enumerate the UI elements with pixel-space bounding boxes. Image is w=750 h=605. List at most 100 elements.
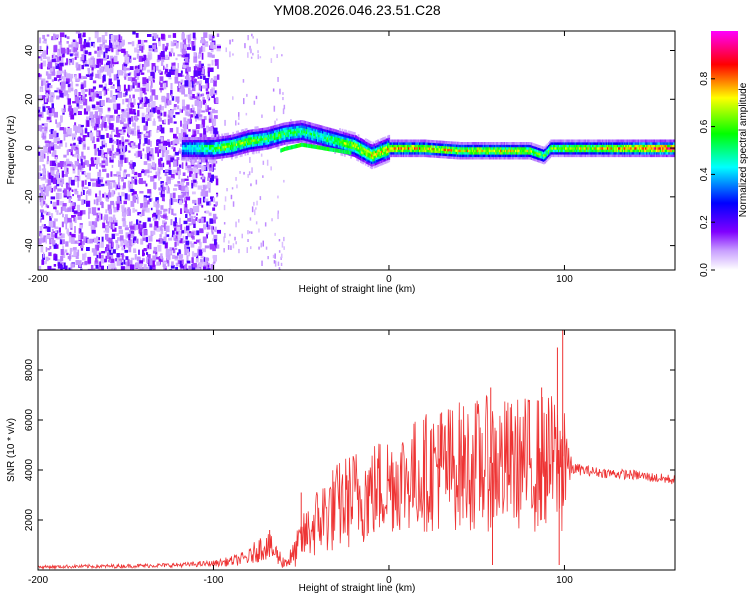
- spectrogram-cell: [287, 131, 290, 135]
- spectrogram-cell: [150, 176, 155, 182]
- spectrogram-cell: [304, 123, 307, 127]
- spectrogram-cell: [149, 95, 153, 103]
- spectrogram-cell: [148, 45, 152, 48]
- spectrogram-cell: [50, 200, 52, 204]
- spectrogram-cell: [249, 48, 252, 54]
- spectrogram-cell: [419, 139, 421, 143]
- spectrogram-cell: [470, 142, 473, 145]
- spectrogram-cell: [436, 147, 438, 151]
- spectrogram-cell: [321, 142, 324, 146]
- spectrogram-cell: [164, 170, 168, 177]
- spectrogram-cell: [391, 151, 394, 155]
- spectrogram-cell: [223, 152, 226, 156]
- spectrogram-cell: [391, 139, 394, 143]
- spectrogram-cell: [487, 149, 490, 153]
- spectrogram-cell: [184, 200, 187, 208]
- spectrogram-cell: [164, 268, 167, 270]
- spectrogram-cell: [69, 247, 73, 252]
- spectrogram-cell: [490, 149, 492, 153]
- spectrogram-cell: [287, 126, 290, 130]
- spectrogram-cell: [280, 142, 282, 146]
- spectrogram-cell: [38, 165, 41, 172]
- spectrogram-cell: [197, 149, 200, 153]
- spectrogram-cell: [51, 228, 54, 232]
- spectrogram-cell: [269, 136, 271, 140]
- spectrogram-cell: [265, 144, 268, 148]
- spectrogram-cell: [473, 142, 475, 145]
- spectrogram-cell: [193, 142, 195, 145]
- spectrogram-cell: [92, 223, 95, 228]
- spectrogram-cell: [379, 158, 382, 161]
- spectrogram-cell: [366, 151, 368, 155]
- spectrogram-cell: [191, 135, 195, 139]
- spectrogram-cell: [353, 142, 356, 145]
- spectrogram-cell: [285, 134, 287, 138]
- spectrogram-cell: [47, 179, 52, 186]
- spectrogram-cell: [170, 111, 173, 118]
- spectrogram-cell: [148, 262, 150, 267]
- spectrogram-cell: [45, 203, 48, 208]
- spectrogram-cell: [298, 120, 301, 124]
- spectrogram-cell: [484, 151, 486, 155]
- spectrogram-cell: [134, 254, 137, 260]
- spectrogram-cell: [221, 136, 223, 139]
- spectrogram-cell: [331, 138, 334, 142]
- spectrogram-cell: [229, 39, 231, 45]
- spectrogram-cell: [155, 206, 159, 210]
- spectrogram-cell: [128, 117, 131, 125]
- spectrogram-cell: [133, 79, 138, 86]
- spectrogram-cell: [240, 141, 243, 145]
- spectrogram-cell: [193, 56, 198, 63]
- spectrogram-cell: [213, 139, 216, 143]
- spectrogram-cell: [481, 156, 484, 160]
- spectrogram-cell: [103, 90, 106, 96]
- spectrogram-cell: [173, 188, 178, 191]
- spectrogram-cell: [49, 134, 54, 139]
- spectrogram-cell: [457, 141, 459, 145]
- spectrogram-cell: [280, 138, 282, 141]
- spectrogram-cell: [68, 73, 74, 79]
- spectrogram-cell: [45, 90, 50, 95]
- spectrogram-cell: [419, 142, 421, 145]
- spectrogram-cell: [68, 197, 72, 203]
- spectrogram-cell: [441, 155, 443, 159]
- spectrogram-cell: [229, 51, 231, 58]
- spectrogram-cell: [202, 151, 205, 155]
- spectrogram-cell: [477, 149, 480, 153]
- spectrogram-cell: [446, 143, 448, 147]
- spectrogram-cell: [465, 149, 468, 153]
- spectrogram-cell: [138, 249, 140, 255]
- spectrogram-cell: [167, 100, 172, 105]
- spectrogram-cell: [74, 41, 79, 48]
- spectrogram-cell: [76, 65, 79, 71]
- spectrogram-cell: [437, 152, 440, 156]
- spectrogram-cell: [259, 138, 262, 141]
- spectrogram-cell: [290, 141, 292, 144]
- spectrogram-cell: [108, 216, 112, 223]
- spectrogram-cell: [430, 154, 432, 158]
- spectrogram-cell: [353, 137, 356, 140]
- spectrogram-cell: [43, 150, 48, 153]
- spectrogram-cell: [162, 120, 165, 124]
- spectrogram-cell: [337, 142, 340, 146]
- spectrogram-cell: [399, 154, 402, 158]
- spectrogram-cell: [57, 79, 60, 82]
- spectrogram-cell: [406, 144, 409, 148]
- spectrogram-cell: [118, 182, 120, 188]
- spectrogram-cell: [369, 148, 372, 152]
- spectrogram-cell: [82, 141, 86, 146]
- spectrogram-cell: [299, 120, 302, 124]
- spectrogram-cell: [296, 125, 298, 129]
- spectrogram-cell: [382, 137, 384, 141]
- spectrogram-cell: [253, 143, 255, 147]
- spectrogram-cell: [158, 117, 162, 122]
- spectrogram-cell: [250, 129, 253, 133]
- spectrogram-cell: [237, 142, 239, 146]
- spectrogram-cell: [78, 260, 82, 267]
- spectrogram-cell: [251, 167, 253, 173]
- spectrogram-cell: [334, 143, 336, 147]
- spectrogram-cell: [443, 155, 446, 159]
- spectrogram-cell: [41, 224, 46, 227]
- spectrogram-cell: [299, 132, 302, 136]
- spectrogram-cell: [207, 71, 210, 77]
